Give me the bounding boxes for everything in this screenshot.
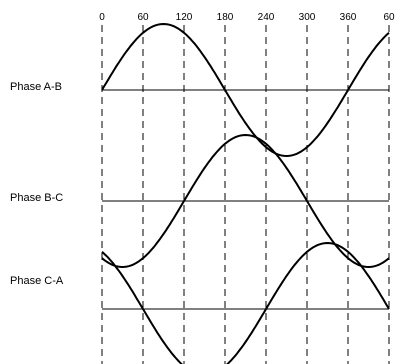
phase-a-b-waveform <box>101 22 390 158</box>
phase-b-c-label: Phase B-C <box>10 192 63 204</box>
degree-tick-labels: 0 60 120 180 240 300 360 60 <box>99 12 395 23</box>
phase-c-a-label: Phase C-A <box>10 275 64 287</box>
tick-label: 240 <box>258 12 275 23</box>
phase-a-b: Phase A-B <box>10 22 390 158</box>
tick-label: 120 <box>176 12 193 23</box>
tick-label: 0 <box>99 12 105 23</box>
phase-a-b-label: Phase A-B <box>10 81 62 93</box>
tick-label: 60 <box>383 12 395 23</box>
tick-label: 60 <box>137 12 149 23</box>
phase-c-a-waveform <box>101 241 390 364</box>
tick-label: 180 <box>217 12 234 23</box>
tick-label: 300 <box>299 12 316 23</box>
phase-b-c-waveform <box>101 133 390 269</box>
tick-label: 360 <box>340 12 357 23</box>
phase-c-a: Phase C-A <box>10 241 390 364</box>
phase-b-c: Phase B-C <box>10 133 390 269</box>
